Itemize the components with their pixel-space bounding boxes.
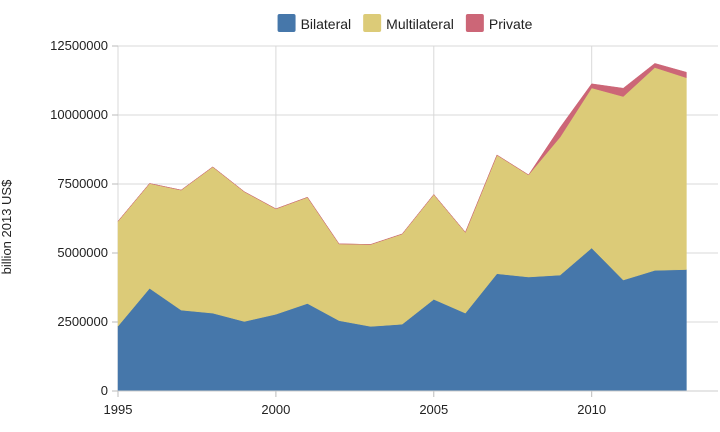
axes: 0 2500000 5000000 7500000 10000000 12500000 19… — [50, 38, 718, 417]
x-tick-label: 1995 — [104, 402, 133, 417]
x-tick-label: 2000 — [261, 402, 290, 417]
y-axis-title: billion 2013 US$ — [0, 179, 14, 274]
legend-label-private: Private — [489, 16, 533, 32]
legend-label-bilateral: Bilateral — [301, 16, 352, 32]
legend-swatch-private — [465, 14, 484, 32]
x-tick-label: 2010 — [577, 402, 606, 417]
series-area-private — [117, 63, 687, 245]
series-areas — [117, 63, 687, 392]
y-tick-label: 2500000 — [57, 314, 108, 329]
x-tick-label: 2005 — [419, 402, 448, 417]
y-tick-label: 0 — [101, 383, 108, 398]
legend: Bilateral Multilateral Private — [277, 14, 533, 32]
legend-swatch-bilateral — [277, 14, 296, 32]
y-tick-label: 10000000 — [50, 107, 108, 122]
y-tick-label: 7500000 — [57, 176, 108, 191]
y-tick-label: 12500000 — [50, 38, 108, 53]
legend-label-multilateral: Multilateral — [386, 16, 454, 32]
y-tick-label: 5000000 — [57, 245, 108, 260]
legend-swatch-multilateral — [363, 14, 382, 32]
